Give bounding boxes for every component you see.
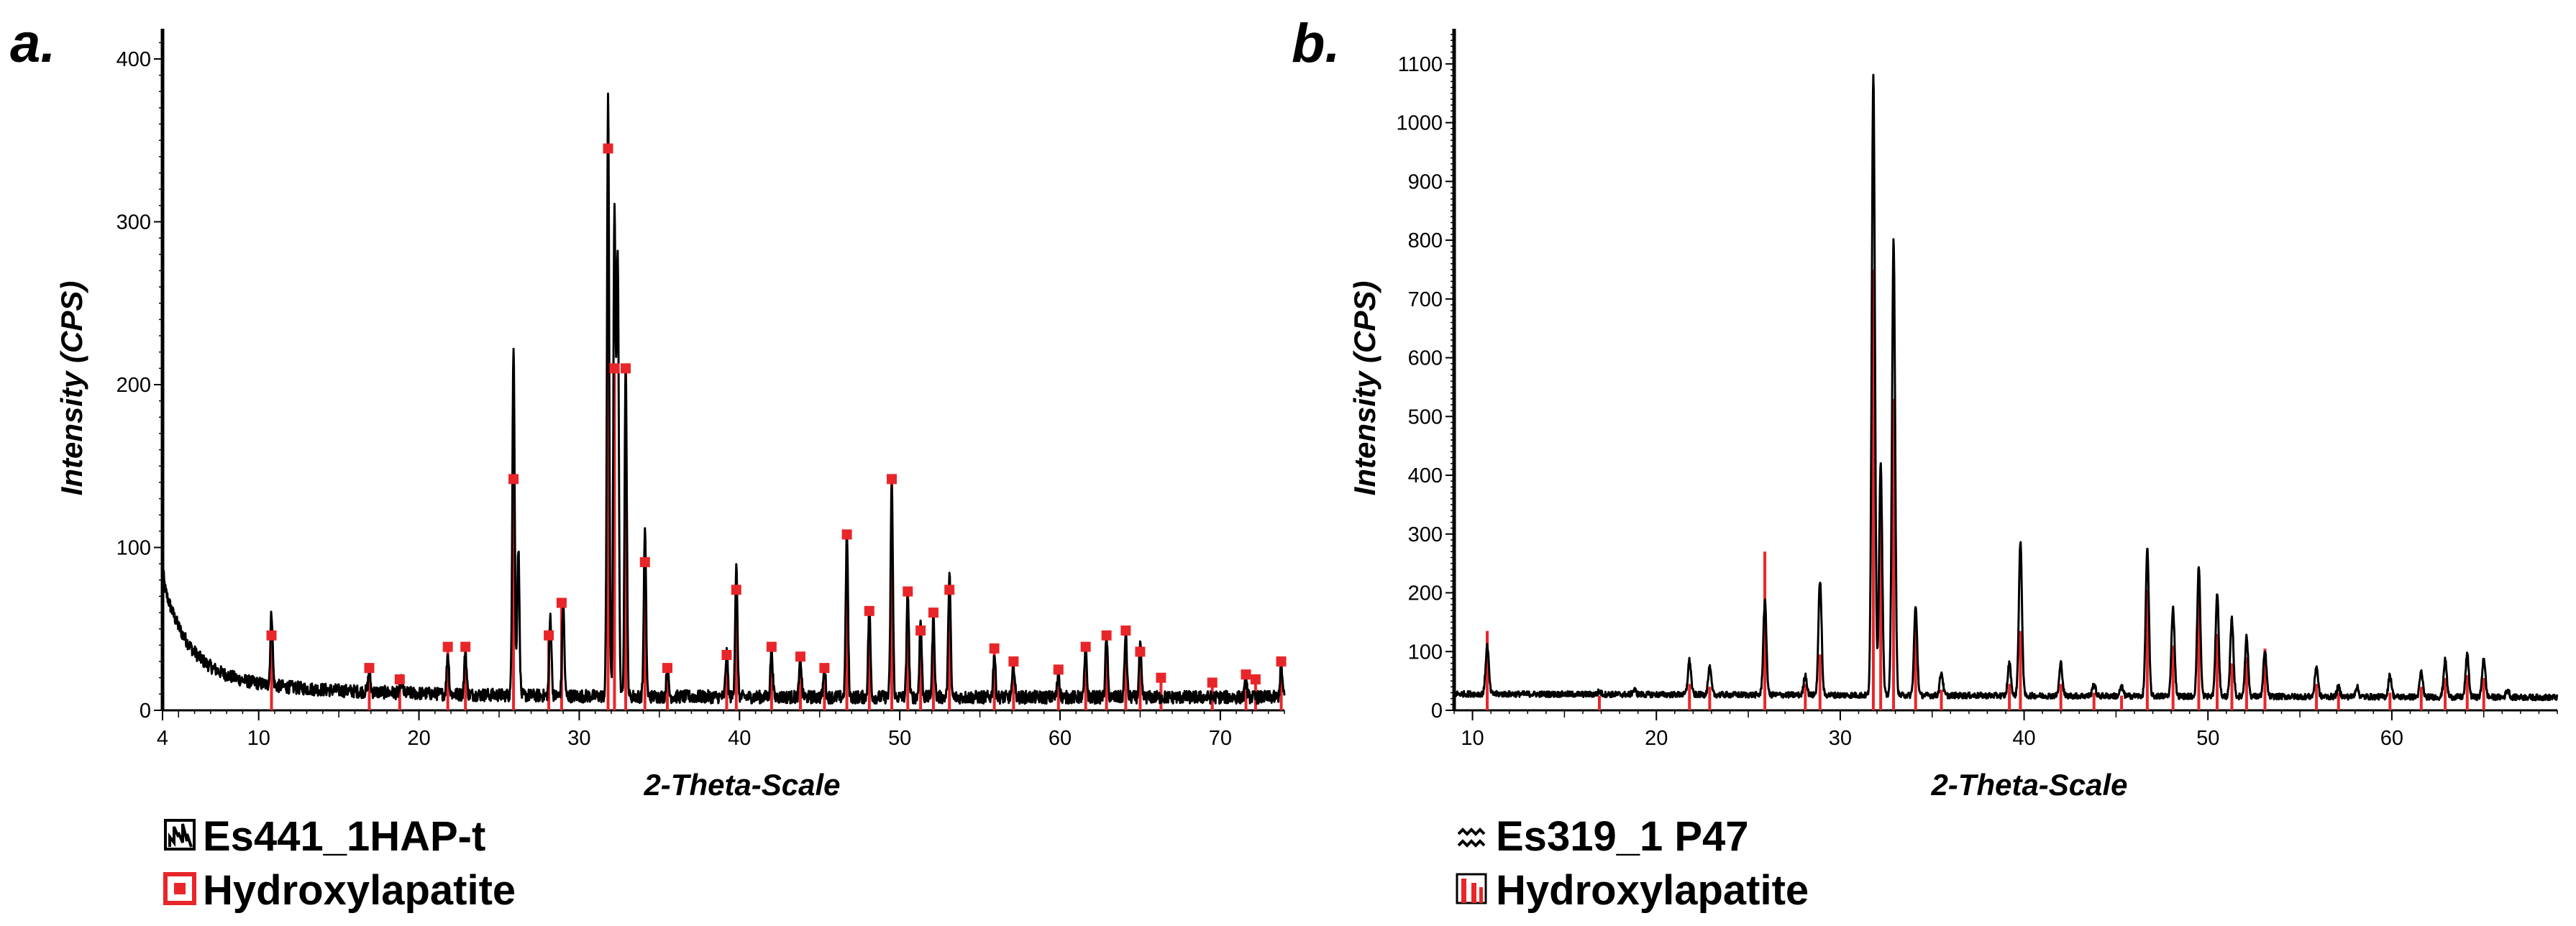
x-tick-label: 20	[1645, 727, 1668, 750]
reference-marker	[621, 363, 631, 374]
reference-marker	[1080, 641, 1091, 652]
reference-marker	[662, 663, 672, 674]
reference-marker	[1207, 677, 1218, 688]
legend-a-measured-entry: Es441_1HAP-t	[164, 813, 485, 860]
x-tick-label: 20	[407, 727, 430, 750]
y-tick-label: 1000	[1396, 112, 1443, 135]
y-tick-label: 600	[1408, 347, 1443, 370]
y-tick-label: 900	[1408, 170, 1443, 193]
reference-marker	[639, 556, 650, 567]
panel-b-xlabel: 2-Theta-Scale	[1930, 768, 2127, 802]
legend-b-measured-entry: Es319_1 P47	[1457, 813, 1749, 860]
panel-a-xlabel: 2-Theta-Scale	[643, 768, 840, 802]
x-tick-label: 40	[2012, 727, 2035, 750]
reference-marker	[819, 663, 830, 674]
panel-a-axes	[159, 29, 1285, 718]
legend-a-reference-label: Hydroxylapatite	[203, 867, 516, 914]
panel-a-legend: Es441_1HAP-t Hydroxylapatite	[163, 813, 516, 914]
reference-marker	[609, 363, 620, 374]
reference-marker	[928, 608, 938, 618]
x-tick-label: 40	[728, 727, 751, 750]
reference-marker	[1276, 656, 1287, 667]
legend-b-measured-label: Es319_1 P47	[1496, 813, 1749, 860]
reference-marker	[989, 643, 1000, 654]
panel-a: a. Intensity (CPS) 2-Theta-Scale 0 100 200…	[10, 13, 1287, 914]
y-tick-label: 0	[1431, 700, 1443, 723]
reference-marker	[442, 641, 453, 652]
reference-marker	[766, 641, 777, 652]
reference-marker	[1101, 630, 1112, 641]
panel-a-measured-line	[161, 92, 1286, 705]
y-tick-label: 200	[1408, 582, 1443, 605]
y-tick-label: 400	[117, 48, 151, 71]
pattern-dotted-icon	[1457, 828, 1486, 848]
panel-a-reference-markers	[266, 143, 1287, 688]
panel-b-label: b.	[1292, 13, 1340, 74]
reference-marker	[903, 586, 913, 597]
reference-marker	[864, 605, 874, 616]
reference-marker	[364, 663, 375, 674]
y-tick-label: 500	[1408, 405, 1443, 428]
reference-marker	[556, 597, 567, 608]
reference-marker	[1250, 674, 1261, 684]
reference-marker	[544, 630, 554, 641]
pattern-hatched-icon	[164, 819, 196, 851]
reference-marker	[731, 585, 741, 595]
reference-marker	[1156, 672, 1166, 683]
reference-marker	[1135, 646, 1146, 657]
x-tick-label: 50	[2196, 727, 2219, 750]
panel-b-legend: Es319_1 P47 Hydroxylapatite	[1456, 813, 1809, 914]
x-tick-label: 30	[567, 727, 590, 750]
x-tick-label: 4	[157, 727, 168, 750]
x-tick-label: 30	[1829, 727, 1852, 750]
legend-b-reference-entry: Hydroxylapatite	[1456, 867, 1809, 914]
reference-marker	[795, 651, 805, 662]
reference-marker	[1241, 669, 1251, 680]
hollow-square-icon	[163, 872, 196, 905]
y-tick-label: 100	[1408, 641, 1443, 664]
panel-b-ylabel: Intensity (CPS)	[1348, 281, 1381, 496]
panel-a-ticks: 0 100 200 300 400 4 10 20 30 40 50 60 70	[117, 48, 1232, 750]
panel-a-ylabel: Intensity (CPS)	[55, 281, 88, 496]
panel-b-axes	[1451, 29, 2558, 718]
x-tick-label: 10	[1461, 727, 1484, 750]
reference-marker	[841, 529, 852, 540]
reference-marker	[915, 625, 926, 636]
panel-a-label: a.	[10, 13, 55, 74]
reference-marker	[603, 143, 613, 154]
reference-marker	[887, 474, 897, 485]
x-tick-label: 10	[247, 727, 270, 750]
x-tick-label: 60	[1049, 727, 1072, 750]
reference-marker	[266, 630, 277, 641]
legend-a-reference-entry: Hydroxylapatite	[163, 867, 516, 914]
reference-marker	[1008, 656, 1019, 667]
reference-marker	[1120, 625, 1131, 636]
reference-marker	[1053, 664, 1064, 675]
pattern-bars-icon	[1456, 873, 1487, 904]
legend-b-reference-label: Hydroxylapatite	[1496, 867, 1809, 914]
x-tick-label: 50	[888, 727, 911, 750]
reference-marker	[721, 649, 732, 660]
reference-marker	[944, 585, 955, 595]
x-tick-label: 70	[1209, 727, 1232, 750]
panel-b-reference-pattern	[1486, 269, 2485, 710]
y-tick-label: 100	[117, 536, 151, 559]
y-tick-label: 800	[1408, 229, 1443, 252]
y-tick-label: 1100	[1398, 53, 1443, 76]
panel-b: b. Intensity (CPS) 2-Theta-Scale 0 100 200…	[1292, 13, 2559, 914]
panel-b-ticks: 0 100 200 300 400 500 600 700 800 900 1000 1100 10 20…	[1396, 53, 2403, 750]
y-tick-label: 400	[1408, 464, 1443, 487]
reference-marker	[508, 474, 519, 485]
x-tick-label: 60	[2380, 727, 2403, 750]
reference-marker	[394, 674, 405, 684]
legend-a-measured-label: Es441_1HAP-t	[203, 813, 485, 860]
y-tick-label: 300	[1408, 523, 1443, 546]
y-tick-label: 300	[117, 211, 151, 234]
y-tick-label: 700	[1408, 288, 1443, 311]
panel-b-measured-line	[1453, 73, 2559, 702]
reference-marker	[460, 641, 471, 652]
y-tick-label: 200	[117, 374, 151, 397]
y-tick-label: 0	[140, 700, 151, 723]
